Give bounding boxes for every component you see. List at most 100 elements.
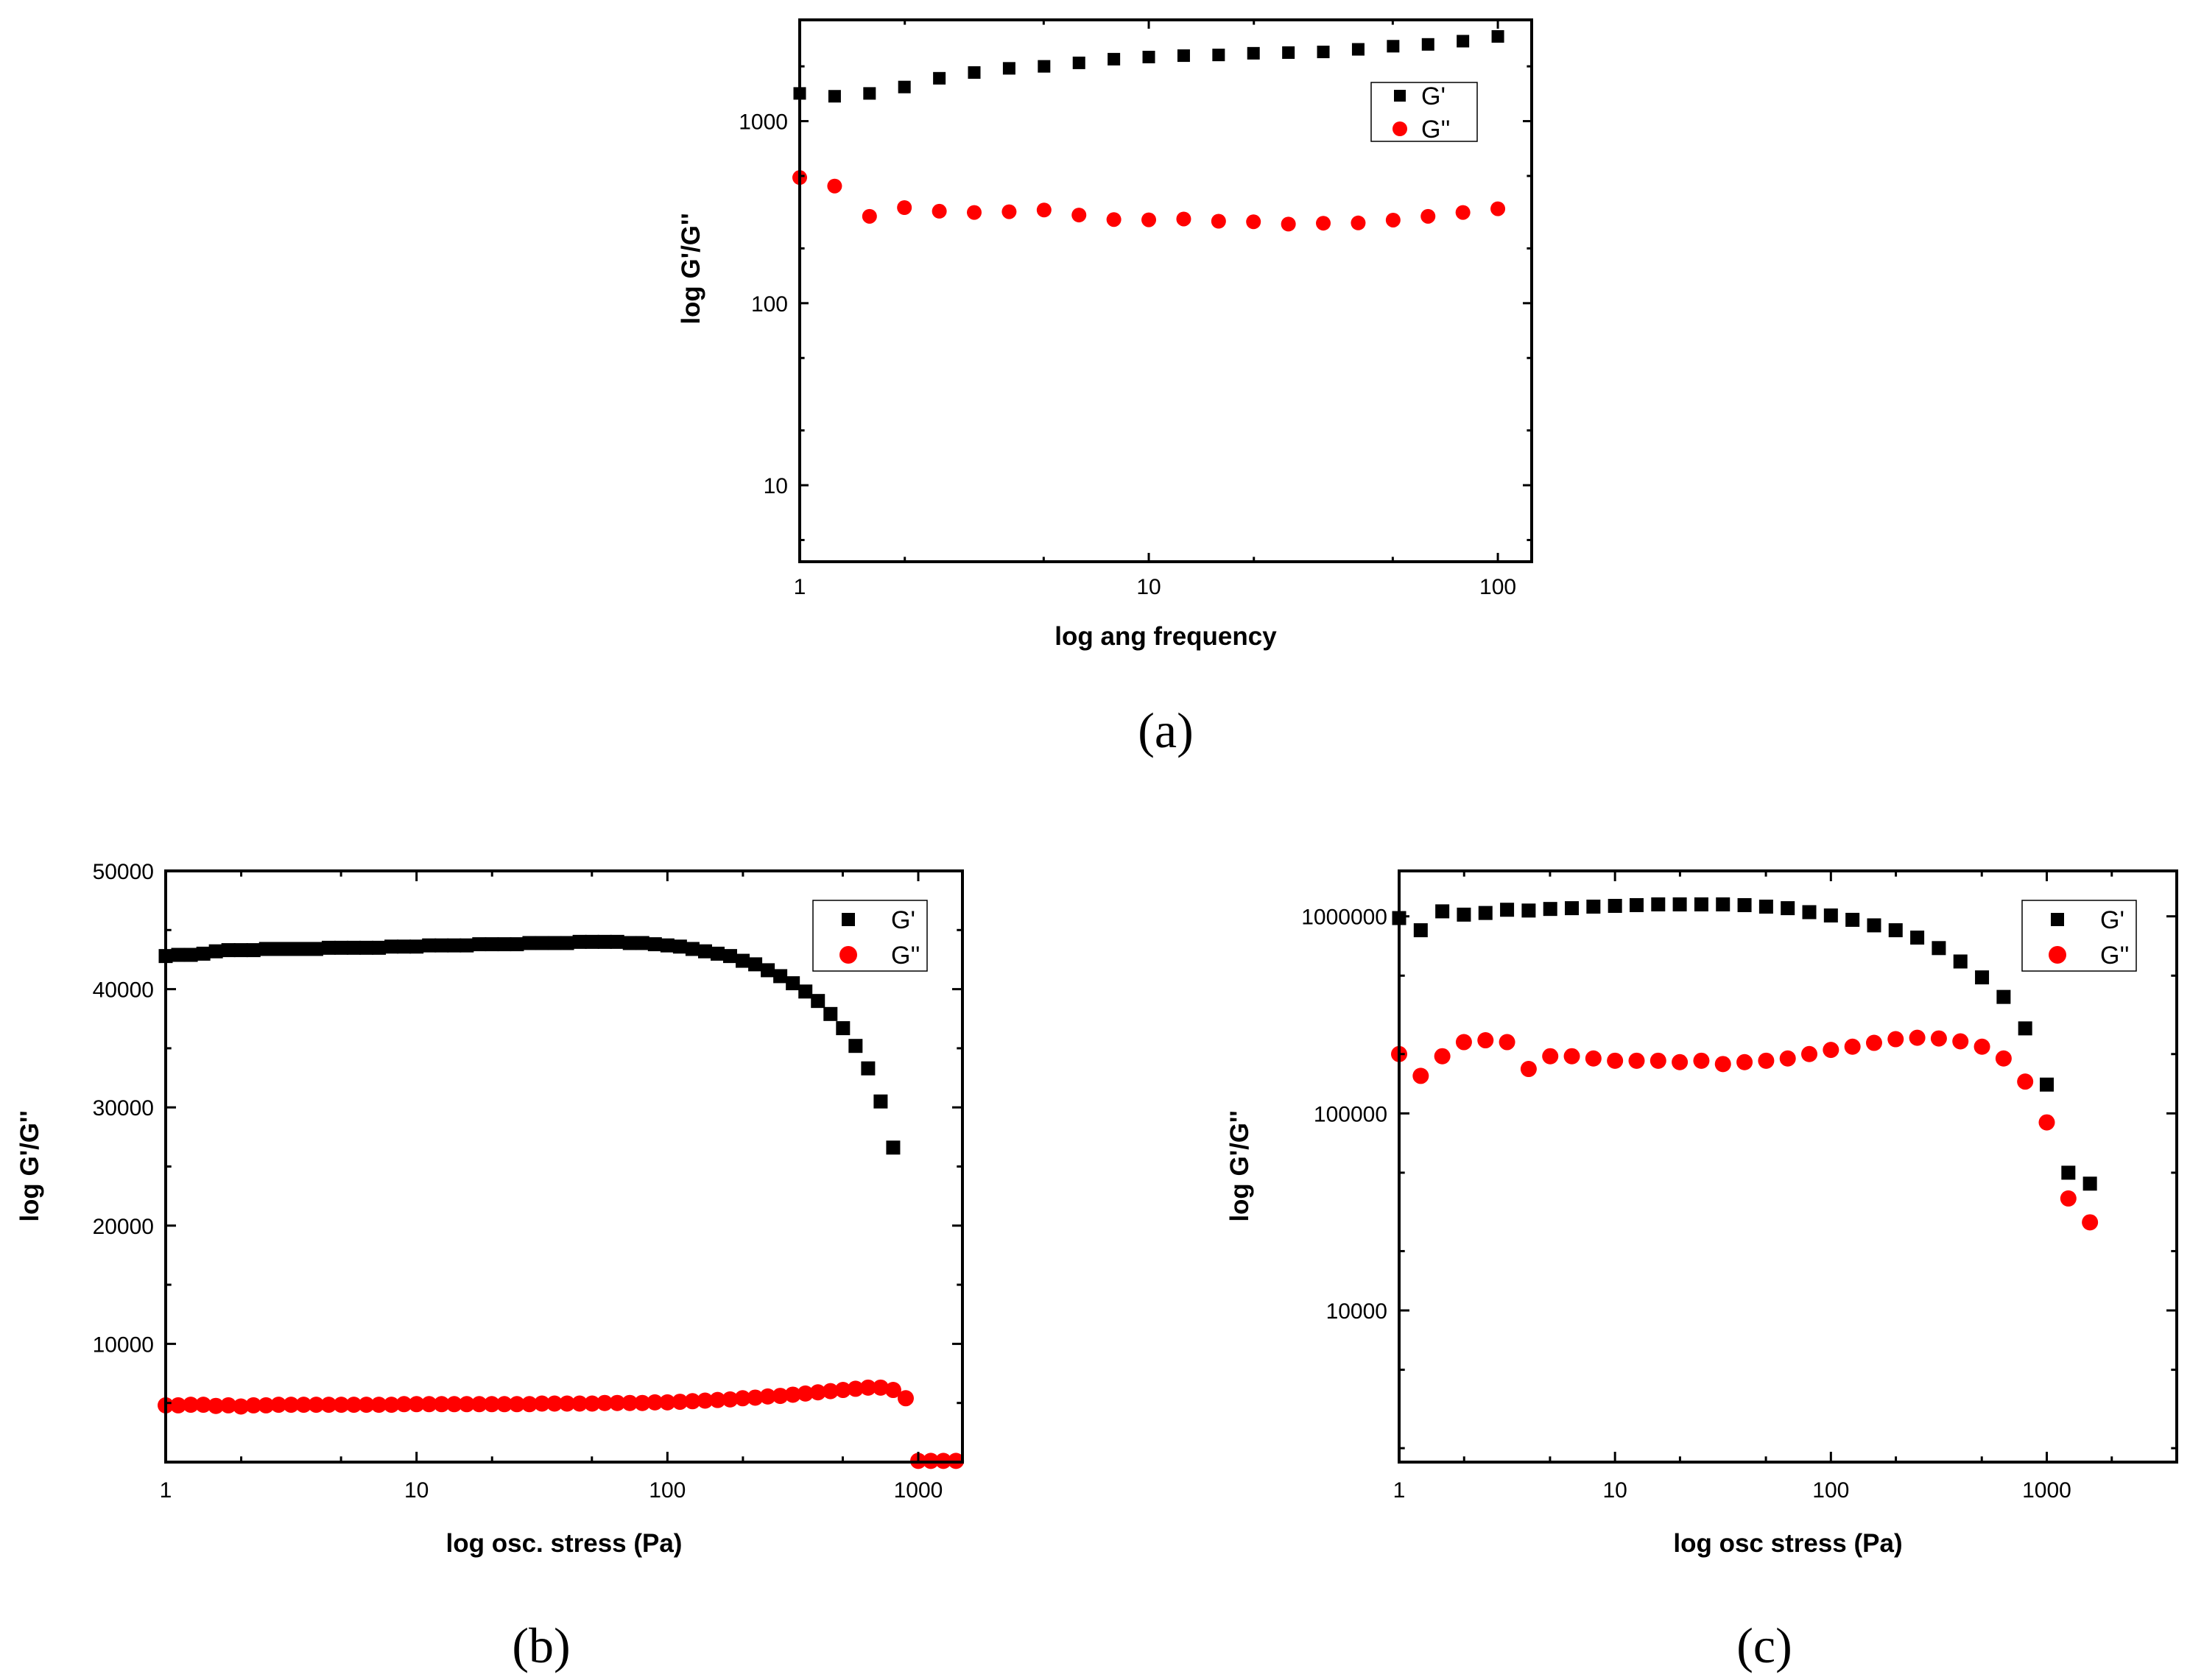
chart-c-point-gprime [1586, 900, 1601, 914]
chart-c-point-gdoubleprime [1974, 1038, 1990, 1055]
chart-a-point-gdoubleprime [1211, 213, 1226, 229]
chart-b-xtick-label: 1 [160, 1478, 172, 1503]
chart-b-legend-box [812, 900, 928, 972]
chart-c-point-gdoubleprime [1779, 1050, 1796, 1067]
chart-b-point-gdoubleprime [797, 1385, 814, 1402]
chart-b-point-gprime [346, 940, 361, 955]
chart-c-point-gprime [1802, 905, 1817, 920]
chart-c-point-gprime [1651, 897, 1666, 911]
chart-a-ytick-label: 100 [751, 292, 788, 317]
chart-a-point-gdoubleprime [1351, 215, 1366, 230]
chart-c-legend-box [2021, 900, 2137, 972]
chart-c-point-gprime [2018, 1021, 2032, 1036]
chart-a-point-gprime [1457, 35, 1470, 48]
chart-b-point-gdoubleprime [546, 1395, 563, 1412]
chart-b-point-gdoubleprime [408, 1396, 425, 1413]
chart-b-point-gprime [748, 957, 763, 972]
chart-b-ytick-label: 20000 [93, 1215, 154, 1239]
chart-c-xlabel: log osc stress (Pa) [1673, 1529, 1902, 1558]
chart-b-point-gprime [861, 1061, 876, 1076]
chart-c-point-gdoubleprime [2038, 1114, 2055, 1131]
chart-b-point-gdoubleprime [270, 1397, 287, 1413]
chart-a-legend-square-marker [1394, 90, 1406, 102]
chart-b-point-gdoubleprime [784, 1386, 801, 1403]
chart-b-point-gprime [422, 938, 437, 953]
chart-c-point-gprime [1672, 897, 1687, 911]
chart-c-point-gprime [2061, 1165, 2076, 1180]
chart-b-point-gdoubleprime [283, 1397, 300, 1413]
chart-b-point-gdoubleprime [220, 1397, 237, 1413]
chart-c-point-gprime [1457, 907, 1471, 922]
chart-b-point-gdoubleprime [308, 1397, 325, 1413]
chart-a: 1 10 100 10 100 1000 G' G'' log ang frequency… [677, 18, 1533, 758]
chart-b-ytick-label: 50000 [93, 860, 154, 884]
chart-a-point-gprime [863, 87, 876, 100]
chart-a-legend-box [1370, 82, 1478, 142]
chart-b-point-gdoubleprime [170, 1397, 187, 1413]
chart-c-point-gdoubleprime [1823, 1042, 1839, 1059]
chart-b-point-gdoubleprime [483, 1396, 500, 1413]
chart-b-point-gdoubleprime [458, 1396, 475, 1413]
chart-b-point-gdoubleprime [295, 1397, 312, 1413]
chart-a-point-gprime [1247, 46, 1260, 60]
chart-c-point-gdoubleprime [1607, 1052, 1624, 1069]
chart-a-panel-label: (a) [1138, 702, 1193, 758]
chart-b-marks [158, 934, 965, 1469]
chart-c-legend-gdoubleprime: G'' [2100, 942, 2129, 970]
chart-b-point-gdoubleprime [809, 1384, 826, 1401]
chart-c-point-gprime [2039, 1077, 2054, 1092]
chart-a-point-gprime [1387, 40, 1400, 53]
chart-a-point-gprime [968, 66, 981, 79]
chart-a-ylabel: log G'/G'' [677, 213, 705, 324]
chart-b-point-gprime [736, 953, 750, 968]
chart-a-legend: G' G'' [1370, 82, 1478, 144]
chart-b-ytick-label: 40000 [93, 978, 154, 1003]
chart-c-panel-label: (c) [1736, 1617, 1792, 1673]
chart-b-point-gdoubleprime [345, 1397, 362, 1413]
chart-c-ylabel: log G'/G'' [1225, 1110, 1254, 1221]
chart-b-point-gprime [848, 1039, 863, 1053]
chart-b-point-gdoubleprime [709, 1391, 726, 1408]
chart-c-point-gprime [2082, 1176, 2097, 1191]
chart-b-point-gdoubleprime [370, 1397, 387, 1413]
chart-a-xtick-label: 100 [1479, 575, 1516, 599]
chart-b-point-gdoubleprime [647, 1394, 663, 1411]
chart-c-point-gdoubleprime [1844, 1038, 1861, 1055]
chart-b-point-gprime [773, 969, 788, 984]
chart-b-point-gprime [823, 1006, 838, 1021]
chart-a-point-gprime [1317, 46, 1330, 59]
chart-b: 1 10 100 1000 10000 20000 30000 40000 50000 G' G… [15, 860, 965, 1673]
chart-b-point-gprime [722, 949, 737, 964]
chart-a-point-gprime [1212, 49, 1225, 62]
chart-b-point-gdoubleprime [320, 1397, 337, 1413]
chart-c-point-gprime [1845, 912, 1860, 927]
chart-b-point-gprime [221, 943, 236, 958]
chart-c-point-gdoubleprime [1628, 1052, 1645, 1069]
chart-b-point-gprime [334, 940, 348, 955]
chart-b-point-gprime [647, 937, 662, 952]
chart-b-ytick-label: 30000 [93, 1096, 154, 1120]
chart-b-point-gdoubleprime [884, 1382, 901, 1399]
chart-a-point-gprime [1072, 56, 1085, 69]
chart-a-xtick-label: 10 [1136, 575, 1161, 599]
chart-c-point-gprime [1758, 900, 1773, 914]
chart-c-point-gdoubleprime [1952, 1033, 1969, 1050]
chart-c-legend-gprime: G' [2100, 906, 2124, 934]
chart-b-point-gprime [697, 944, 712, 959]
chart-a-point-gprime [1108, 52, 1121, 66]
chart-b-xtick-label: 1000 [894, 1478, 943, 1503]
chart-b-point-gprime [761, 963, 775, 978]
chart-a-point-gprime [1282, 46, 1295, 59]
chart-b-point-gprime [836, 1021, 851, 1036]
chart-b-point-gprime [522, 936, 537, 950]
chart-b-point-gprime [309, 942, 323, 956]
chart-b-point-gprime [460, 938, 474, 953]
chart-c-point-gdoubleprime [1930, 1030, 1947, 1047]
chart-b-point-gdoubleprime [734, 1390, 751, 1407]
chart-a-point-gprime [1351, 43, 1365, 56]
chart-c-ytick-label: 10000 [1326, 1299, 1387, 1324]
chart-c-point-gprime [1478, 906, 1493, 920]
chart-b-point-gprime [798, 984, 813, 999]
chart-b-point-gdoubleprime [233, 1398, 250, 1415]
chart-b-point-gprime [811, 994, 825, 1009]
